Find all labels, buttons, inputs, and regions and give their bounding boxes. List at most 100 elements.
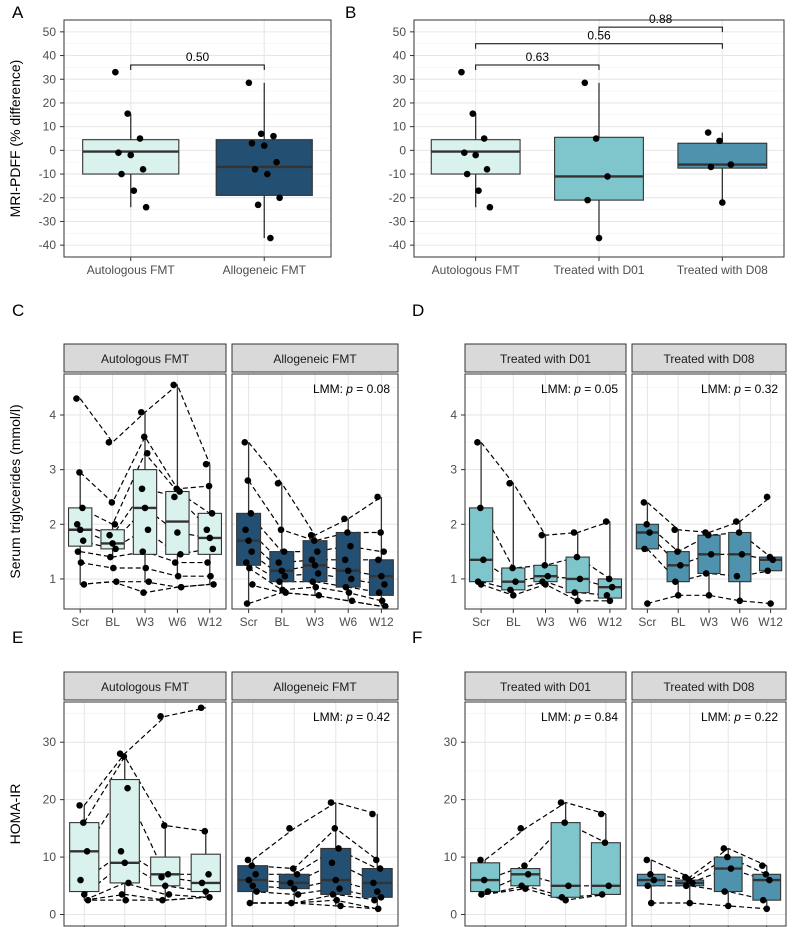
data-point bbox=[672, 578, 679, 585]
data-point bbox=[378, 597, 386, 605]
y-tick-label: 4 bbox=[450, 408, 457, 422]
data-point bbox=[117, 848, 125, 855]
data-point bbox=[369, 810, 376, 818]
data-point bbox=[565, 882, 572, 890]
data-point bbox=[581, 79, 589, 87]
data-point bbox=[112, 545, 119, 553]
y-tick-label: 10 bbox=[393, 120, 407, 134]
x-tick-label: W3 bbox=[306, 615, 324, 629]
subject-line bbox=[252, 847, 378, 875]
data-point bbox=[307, 531, 315, 539]
data-point bbox=[671, 526, 678, 534]
panel-C2: Allogeneic FMT Scr BL W3 W6 W12 LMM: p = 0.08 bbox=[231, 343, 399, 629]
data-point bbox=[345, 589, 353, 596]
panel-letter: D bbox=[412, 301, 424, 320]
data-point bbox=[275, 559, 283, 566]
data-point bbox=[517, 825, 525, 832]
data-point bbox=[170, 381, 177, 389]
y-tick-label: 50 bbox=[393, 25, 407, 39]
data-point bbox=[486, 203, 494, 211]
box bbox=[150, 856, 181, 887]
facet-strip bbox=[464, 671, 627, 701]
data-point bbox=[608, 583, 616, 591]
data-point bbox=[84, 896, 92, 904]
data-point bbox=[522, 885, 529, 892]
data-point bbox=[574, 597, 581, 605]
data-point bbox=[174, 572, 182, 580]
subject-line bbox=[651, 902, 767, 910]
data-point bbox=[209, 545, 217, 553]
data-point bbox=[165, 891, 173, 898]
data-point bbox=[161, 882, 169, 890]
x-tick-label: W3 bbox=[700, 615, 718, 629]
panel-F1: Treated with D010102030BLW3W6W12LMM: p =… bbox=[412, 628, 627, 927]
data-point bbox=[177, 551, 184, 558]
data-point bbox=[243, 600, 251, 607]
data-point bbox=[287, 879, 294, 887]
data-point bbox=[724, 853, 731, 861]
data-point bbox=[294, 891, 302, 898]
y-tick-label: 30 bbox=[43, 72, 57, 86]
data-point bbox=[201, 827, 209, 835]
data-point bbox=[120, 753, 128, 760]
data-point bbox=[243, 559, 250, 566]
subject-line bbox=[252, 888, 378, 898]
x-tick-label: W12 bbox=[197, 615, 222, 629]
data-point bbox=[210, 581, 217, 588]
x-tick-label: W6 bbox=[168, 615, 186, 629]
x-tick-label: Treated with D08 bbox=[677, 263, 768, 277]
x-tick-label: W12 bbox=[758, 615, 783, 629]
x-tick-label: W6 bbox=[569, 615, 587, 629]
data-point bbox=[707, 163, 715, 171]
y-tick-label: 30 bbox=[444, 735, 458, 749]
data-point bbox=[474, 439, 481, 446]
data-point bbox=[77, 876, 84, 884]
data-point bbox=[207, 572, 214, 580]
data-point bbox=[290, 885, 298, 892]
data-point bbox=[381, 602, 389, 610]
y-tick-label: -30 bbox=[39, 214, 57, 228]
facet-strip bbox=[231, 343, 399, 373]
data-point bbox=[542, 581, 549, 588]
subject-line bbox=[252, 827, 378, 870]
data-point bbox=[174, 529, 181, 536]
data-point bbox=[604, 173, 611, 180]
significance-bracket bbox=[598, 26, 723, 33]
data-point bbox=[647, 899, 655, 907]
data-point bbox=[736, 597, 744, 605]
data-point bbox=[80, 581, 88, 588]
data-point bbox=[562, 896, 569, 904]
data-point bbox=[249, 581, 256, 588]
data-point bbox=[605, 882, 612, 890]
data-point bbox=[139, 548, 147, 555]
subject-line bbox=[84, 893, 206, 901]
data-point bbox=[144, 526, 152, 534]
data-point bbox=[198, 879, 206, 887]
data-point bbox=[171, 559, 179, 566]
data-point bbox=[644, 600, 651, 607]
data-point bbox=[759, 862, 766, 869]
data-point bbox=[245, 537, 252, 544]
data-point bbox=[644, 882, 652, 890]
significance-bracket bbox=[130, 64, 265, 71]
lmm-annotation: LMM: p = 0.42 bbox=[313, 710, 390, 724]
data-point bbox=[125, 879, 132, 887]
p-value-label: 0.56 bbox=[587, 29, 611, 43]
y-tick-label: 10 bbox=[43, 120, 57, 134]
box bbox=[320, 847, 352, 895]
data-point bbox=[118, 170, 125, 178]
data-point bbox=[705, 592, 713, 599]
data-point bbox=[724, 902, 732, 910]
significance-bracket bbox=[475, 43, 723, 49]
y-tick-label: 0 bbox=[49, 908, 56, 922]
data-point bbox=[176, 488, 183, 495]
data-point bbox=[477, 856, 484, 864]
data-point bbox=[278, 567, 286, 575]
data-point bbox=[686, 899, 694, 907]
data-point bbox=[83, 848, 91, 855]
y-tick-label: 1 bbox=[49, 572, 56, 586]
box bbox=[69, 822, 100, 893]
data-point bbox=[766, 876, 773, 884]
data-point bbox=[127, 151, 135, 159]
panel-letter: F bbox=[412, 628, 422, 647]
